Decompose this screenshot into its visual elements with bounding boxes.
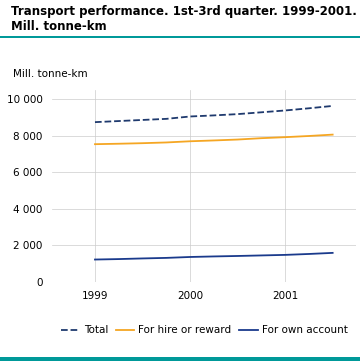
Legend: Total, For hire or reward, For own account: Total, For hire or reward, For own accou… [57, 321, 352, 340]
Text: Mill. tonne-km: Mill. tonne-km [11, 20, 107, 33]
Text: Mill. tonne-km: Mill. tonne-km [13, 69, 87, 79]
Text: Transport performance. 1st-3rd quarter. 1999-2001.: Transport performance. 1st-3rd quarter. … [11, 5, 357, 18]
